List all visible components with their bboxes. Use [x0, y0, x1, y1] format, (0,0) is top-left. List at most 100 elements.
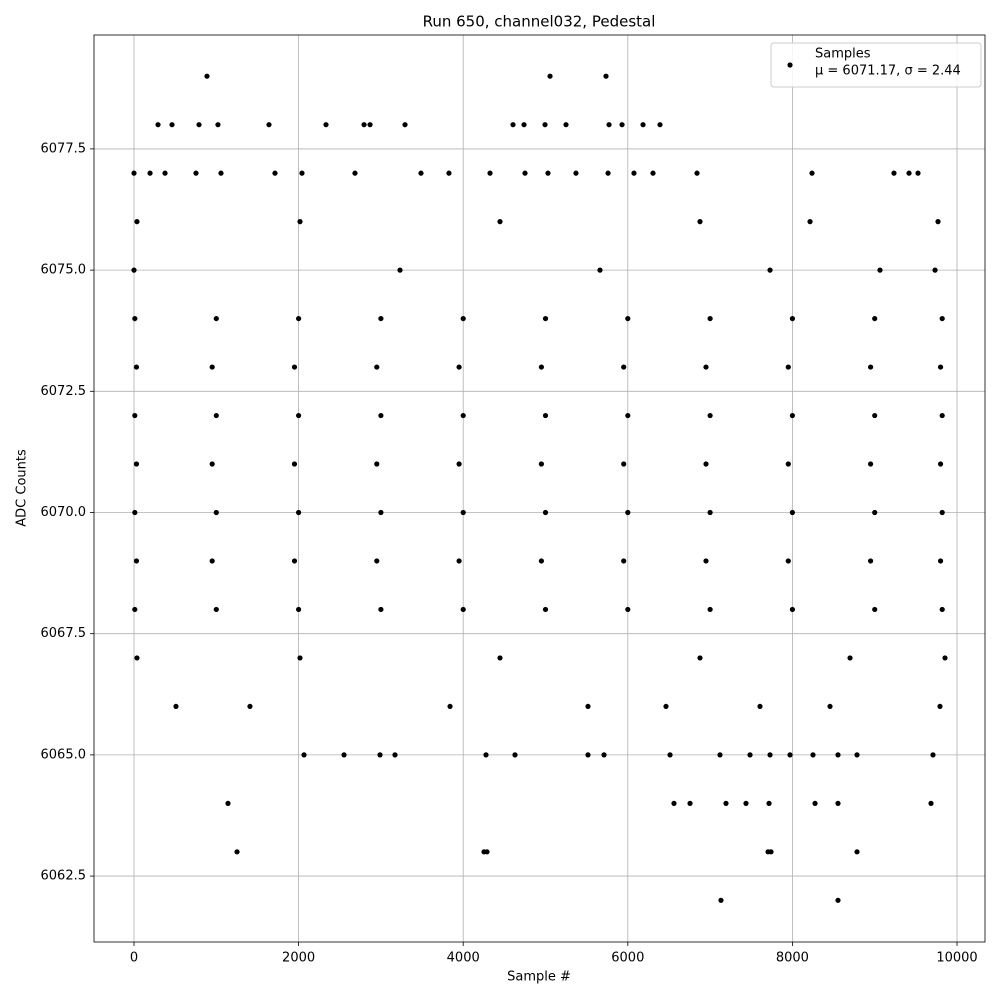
- point: [147, 170, 153, 176]
- point: [542, 122, 548, 128]
- point: [877, 267, 883, 273]
- y-tick-label: 6065.0: [41, 747, 87, 762]
- point: [872, 315, 878, 322]
- point: [928, 800, 934, 806]
- point: [585, 703, 591, 710]
- point: [542, 606, 549, 613]
- point: [155, 122, 161, 128]
- point: [483, 752, 489, 758]
- point: [193, 170, 199, 176]
- point: [707, 509, 713, 516]
- point: [215, 122, 221, 128]
- point: [868, 558, 874, 564]
- point: [352, 170, 358, 176]
- point: [133, 461, 140, 467]
- point: [657, 122, 663, 128]
- point: [603, 73, 609, 79]
- point: [547, 73, 553, 79]
- point: [939, 509, 945, 516]
- point: [789, 412, 796, 419]
- point: [585, 752, 591, 758]
- point: [402, 122, 408, 128]
- point: [835, 800, 841, 806]
- point: [297, 655, 303, 661]
- point: [213, 509, 219, 516]
- point: [939, 412, 945, 419]
- y-tick-label: 6075.0: [41, 263, 87, 278]
- point: [942, 655, 948, 661]
- point: [767, 267, 773, 273]
- point: [378, 509, 384, 516]
- point: [854, 752, 860, 758]
- point: [707, 315, 713, 322]
- x-tick-label: 10000: [936, 951, 977, 966]
- point: [162, 170, 168, 176]
- point: [397, 267, 403, 273]
- point: [131, 170, 137, 176]
- point: [625, 509, 631, 516]
- point: [939, 315, 945, 322]
- point: [378, 412, 384, 419]
- point: [625, 412, 631, 419]
- x-tick-label: 0: [130, 951, 138, 966]
- x-axis-label: Sample #: [507, 970, 571, 985]
- point: [906, 170, 912, 176]
- point: [703, 461, 709, 467]
- point: [743, 800, 749, 806]
- point: [296, 315, 302, 322]
- point: [460, 412, 466, 419]
- point: [291, 558, 298, 564]
- point: [694, 170, 700, 176]
- point: [196, 122, 202, 128]
- y-tick-label: 6067.5: [41, 626, 87, 641]
- point: [377, 752, 383, 758]
- point: [939, 606, 945, 613]
- point: [134, 219, 140, 225]
- point: [497, 655, 503, 661]
- point: [621, 461, 627, 467]
- point: [789, 509, 796, 516]
- plot-frame: [93, 34, 986, 943]
- point: [323, 122, 329, 128]
- point: [218, 170, 224, 176]
- point: [538, 461, 544, 467]
- point: [456, 461, 462, 467]
- point: [789, 606, 796, 613]
- point: [766, 800, 772, 806]
- point: [767, 752, 773, 758]
- point: [299, 170, 305, 176]
- point: [510, 122, 516, 128]
- point: [703, 364, 709, 370]
- legend-marker: [787, 62, 793, 68]
- point: [930, 752, 936, 758]
- point: [621, 558, 627, 564]
- point: [296, 509, 302, 516]
- point: [538, 558, 544, 564]
- point: [663, 703, 669, 710]
- point: [132, 315, 138, 322]
- legend-box: [770, 42, 982, 88]
- point: [872, 412, 878, 419]
- point: [605, 170, 611, 176]
- point: [785, 461, 791, 467]
- point: [447, 703, 453, 710]
- legend-label: Samples: [815, 47, 871, 62]
- point: [266, 122, 272, 128]
- point: [915, 170, 921, 176]
- point: [872, 606, 878, 613]
- point: [460, 606, 466, 613]
- point: [757, 703, 763, 710]
- point: [868, 461, 874, 467]
- point: [718, 897, 724, 903]
- point: [247, 703, 253, 710]
- point: [573, 170, 579, 176]
- point: [872, 509, 878, 516]
- point: [747, 752, 753, 758]
- point: [374, 461, 380, 467]
- point: [374, 364, 380, 370]
- point: [631, 170, 637, 176]
- point: [625, 606, 631, 613]
- point: [132, 606, 138, 613]
- point: [209, 558, 215, 564]
- point: [272, 170, 278, 176]
